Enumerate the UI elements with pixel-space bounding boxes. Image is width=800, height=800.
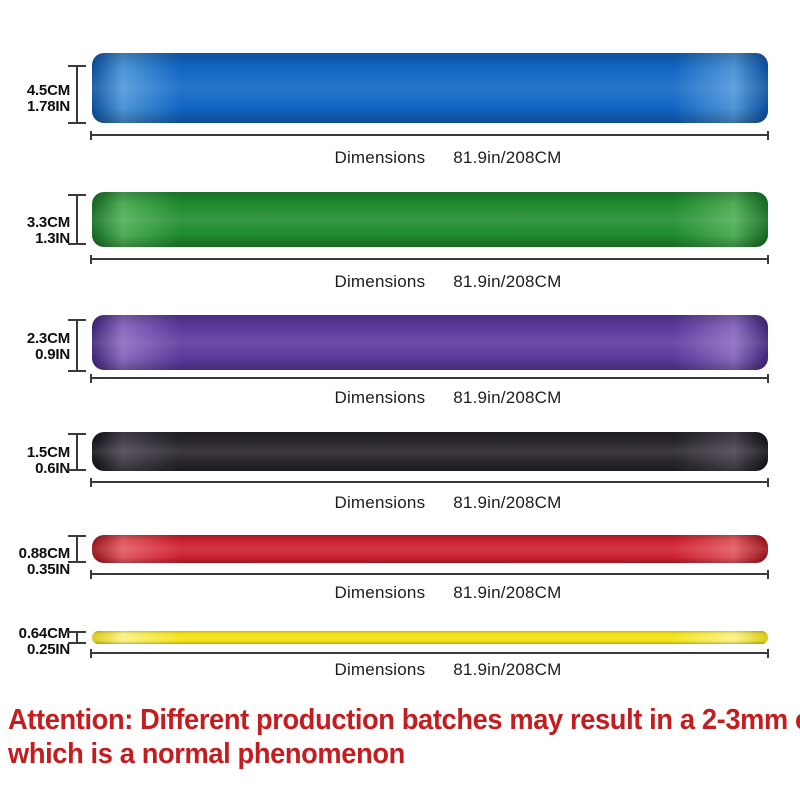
thickness-in-label: 0.35IN: [27, 561, 70, 578]
thickness-bracket: [68, 319, 86, 372]
thickness-cm-label: 2.3CM: [26, 330, 70, 347]
thickness-labels: 1.5CM 0.6IN: [27, 445, 70, 477]
attention-note: Attention: Different production batches …: [8, 703, 800, 771]
dimension-line-left-tick: [90, 477, 92, 487]
bracket-bottom-cap: [68, 122, 86, 124]
dimension-caption: Dimensions 81.9in/208CM: [96, 583, 800, 603]
thickness-bracket: [68, 535, 86, 563]
thickness-in-label: 0.9IN: [35, 346, 70, 363]
thickness-labels: 0.64CM 0.25IN: [18, 625, 71, 658]
bracket-stem: [76, 433, 78, 471]
dimension-line-left-tick: [90, 569, 92, 579]
thickness-in-label: 0.6IN: [35, 460, 70, 477]
dimension-line-right-tick: [767, 254, 769, 264]
dimensions-word: Dimensions: [334, 148, 426, 167]
resistance-band-green: [92, 192, 768, 247]
bracket-top-cap: [68, 535, 86, 537]
length-dimension-line: [90, 477, 769, 487]
dimension-line-right-tick: [767, 477, 769, 487]
bracket-bottom-cap: [68, 370, 86, 372]
resistance-band-red: [92, 535, 768, 563]
length-value: 81.9in/208CM: [453, 388, 562, 407]
thickness-labels: 3.3CM 1.3IN: [27, 215, 70, 247]
thickness-bracket: [68, 631, 86, 644]
dimension-caption: Dimensions 81.9in/208CM: [96, 388, 800, 408]
dimension-caption: Dimensions 81.9in/208CM: [96, 660, 800, 680]
bracket-stem: [76, 194, 78, 245]
thickness-in-label: 0.25IN: [27, 641, 70, 658]
bracket-bottom-cap: [68, 469, 86, 471]
length-dimension-line: [90, 373, 769, 383]
dimension-line-left-tick: [90, 130, 92, 140]
bracket-bottom-cap: [68, 243, 86, 245]
length-value: 81.9in/208CM: [453, 148, 562, 167]
dimension-line-left-tick: [90, 373, 92, 383]
length-dimension-line: [90, 130, 769, 140]
length-dimension-line: [90, 569, 769, 579]
bracket-stem: [76, 535, 78, 563]
length-value: 81.9in/208CM: [453, 272, 562, 291]
thickness-in-label: 1.3IN: [35, 230, 70, 247]
bracket-top-cap: [68, 319, 86, 321]
dimensions-word: Dimensions: [334, 493, 426, 512]
thickness-bracket: [68, 65, 86, 124]
thickness-cm-label: 4.5CM: [26, 82, 70, 99]
bracket-top-cap: [68, 65, 86, 67]
thickness-labels: 4.5CM 1.78IN: [27, 83, 70, 115]
thickness-in-label: 1.78IN: [27, 98, 70, 115]
bracket-bottom-cap: [68, 561, 86, 563]
length-value: 81.9in/208CM: [453, 493, 562, 512]
length-dimension-line: [90, 648, 769, 658]
dimension-line-left-tick: [90, 648, 92, 658]
attention-line2: which is a normal phenomenon: [8, 738, 405, 770]
thickness-labels: 0.88CM 0.35IN: [18, 545, 71, 578]
dimension-line-right-tick: [767, 130, 769, 140]
bracket-stem: [76, 319, 78, 372]
dimensions-word: Dimensions: [334, 660, 426, 679]
length-value: 81.9in/208CM: [453, 660, 562, 679]
thickness-bracket: [68, 433, 86, 471]
dimensions-word: Dimensions: [334, 272, 426, 291]
bracket-bottom-cap: [68, 642, 86, 644]
bracket-top-cap: [68, 194, 86, 196]
resistance-band-yellow: [92, 631, 768, 644]
bracket-stem: [76, 65, 78, 124]
dimension-line-right-tick: [767, 569, 769, 579]
thickness-cm-label: 1.5CM: [26, 444, 70, 461]
dimensions-word: Dimensions: [334, 583, 426, 602]
dimension-caption: Dimensions 81.9in/208CM: [96, 272, 800, 292]
dimension-line-right-tick: [767, 373, 769, 383]
thickness-bracket: [68, 194, 86, 245]
attention-line1: Attention: Different production batches …: [8, 704, 800, 736]
bracket-top-cap: [68, 433, 86, 435]
thickness-cm-label: 0.64CM: [18, 625, 71, 642]
dimensions-word: Dimensions: [334, 388, 426, 407]
length-dimension-line: [90, 254, 769, 264]
dimension-line-left-tick: [90, 254, 92, 264]
dimension-line-right-tick: [767, 648, 769, 658]
bracket-stem: [76, 631, 78, 644]
thickness-cm-label: 0.88CM: [18, 545, 71, 562]
resistance-band-blue: [92, 53, 768, 123]
resistance-band-purple: [92, 315, 768, 370]
bracket-top-cap: [68, 631, 86, 633]
length-value: 81.9in/208CM: [453, 583, 562, 602]
resistance-band-black: [92, 432, 768, 471]
thickness-labels: 2.3CM 0.9IN: [27, 331, 70, 363]
dimension-caption: Dimensions 81.9in/208CM: [96, 148, 800, 168]
thickness-cm-label: 3.3CM: [26, 214, 70, 231]
dimension-caption: Dimensions 81.9in/208CM: [96, 493, 800, 513]
